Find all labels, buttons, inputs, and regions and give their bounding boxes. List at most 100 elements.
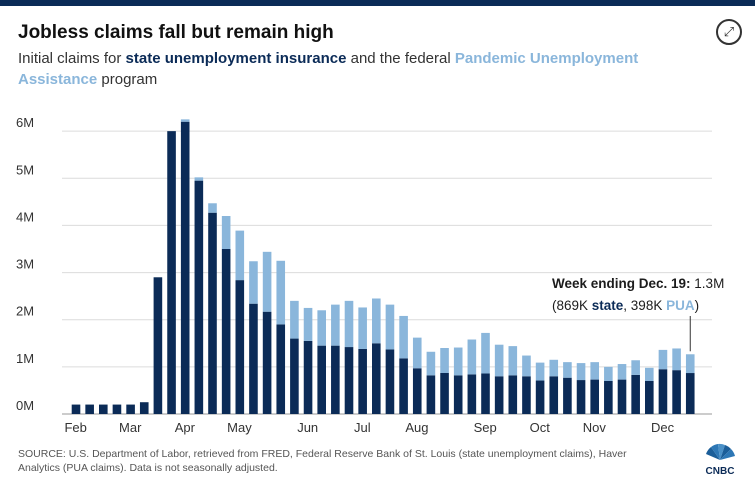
x-tick-label: Aug [405, 420, 428, 435]
bar-state [235, 280, 245, 414]
y-tick-label: 2M [16, 304, 34, 319]
bar-state [563, 377, 572, 414]
annotation-open: (869K [552, 298, 592, 313]
bar-state [440, 372, 449, 414]
bar-state [112, 404, 122, 414]
bar-state [576, 380, 586, 414]
bar-pua [290, 300, 299, 339]
bar-pua [276, 260, 286, 325]
bar-pua [262, 251, 272, 312]
bar-pua [604, 366, 613, 381]
bar-pua [672, 348, 681, 371]
bar-pua [563, 362, 572, 378]
bar-pua [576, 363, 586, 381]
y-tick-label: 3M [16, 257, 34, 272]
bar-state [221, 249, 231, 414]
bar-state [71, 404, 81, 414]
bar-pua [494, 344, 504, 377]
bar-pua [358, 307, 367, 349]
x-tick-label: May [227, 420, 252, 435]
bar-pua [590, 362, 599, 380]
x-tick-label: Jul [354, 420, 371, 435]
bar-state [180, 121, 190, 414]
bar-pua [685, 354, 695, 374]
bar-state [453, 375, 463, 414]
annotation-value: 1.3M [691, 276, 725, 291]
bar-state [412, 368, 422, 414]
bar-state [153, 277, 163, 414]
bar-state [481, 373, 490, 414]
bar-state [426, 375, 436, 414]
subtitle-text-1: Initial claims for [18, 50, 126, 67]
bar-pua [645, 367, 654, 381]
subtitle-text-2: and the federal [346, 50, 455, 67]
bar-pua [344, 300, 354, 348]
bar-state [194, 180, 204, 414]
bar-pua [481, 332, 490, 374]
bar-pua [303, 307, 313, 341]
source-note: SOURCE: U.S. Department of Labor, retrie… [18, 448, 627, 474]
x-tick-label: Mar [119, 420, 142, 435]
subtitle-state-label: state unemployment insurance [125, 50, 347, 67]
bar-pua [399, 315, 408, 359]
bar-state [208, 212, 217, 414]
bar-pua [221, 216, 231, 249]
bar-pua [440, 348, 449, 373]
bar-pua [535, 362, 545, 381]
bar-pua [331, 304, 340, 346]
bar-pua [385, 304, 395, 350]
bar-state [522, 376, 531, 414]
bar-state [631, 374, 640, 414]
bar-state [331, 345, 340, 414]
expand-icon[interactable]: ⤢ [716, 19, 742, 45]
x-tick-label: Nov [583, 420, 607, 435]
cnbc-wordmark: CNBC [706, 466, 735, 477]
subtitle-text-3: program [97, 71, 158, 88]
x-tick-label: Dec [651, 420, 675, 435]
bar-pua [180, 119, 190, 122]
bar-pua [522, 355, 531, 377]
y-tick-label: 0M [16, 398, 34, 413]
bar-state [494, 376, 504, 414]
bar-state [85, 404, 94, 414]
bar-state [317, 345, 326, 414]
annotation-state: state [592, 298, 624, 313]
x-tick-label: Jun [297, 420, 318, 435]
bar-state [604, 381, 613, 414]
y-tick-label: 5M [16, 162, 34, 177]
bar-state [139, 402, 149, 414]
y-tick-label: 1M [16, 351, 34, 366]
bar-state [645, 381, 654, 414]
bar-pua [467, 339, 477, 375]
x-tick-label: Sep [474, 420, 497, 435]
svg-text:Week ending Dec. 19: 1.3M: Week ending Dec. 19: 1.3M [552, 276, 724, 291]
y-tick-label: 4M [16, 209, 34, 224]
bar-state [249, 303, 258, 414]
bar-state [167, 131, 176, 414]
y-tick-label: 6M [16, 115, 34, 130]
bar-state [99, 404, 108, 414]
x-tick-label: Oct [530, 420, 551, 435]
annotation-pua: PUA [666, 298, 695, 313]
bar-state [535, 380, 545, 414]
bar-pua [617, 364, 627, 380]
bar-state [126, 404, 135, 414]
bar-state [290, 338, 299, 414]
bar-state [399, 358, 408, 414]
bar-pua [412, 337, 422, 369]
top-accent-bar [0, 0, 755, 6]
cnbc-peacock-logo: CNBC [706, 443, 735, 477]
chart-title: Jobless claims fall but remain high [18, 22, 334, 43]
bar-state [385, 349, 395, 414]
bar-pua [235, 230, 245, 281]
bar-pua [317, 310, 326, 346]
bar-pua [453, 347, 463, 376]
bar-state [617, 379, 627, 414]
annotation-bold: Week ending Dec. 19: [552, 276, 691, 291]
bar-state [508, 375, 518, 414]
bar-state [467, 374, 477, 414]
bar-state [658, 369, 668, 414]
chart-subtitle: Initial claims for state unemployment in… [18, 48, 708, 90]
x-tick-label: Apr [175, 420, 196, 435]
